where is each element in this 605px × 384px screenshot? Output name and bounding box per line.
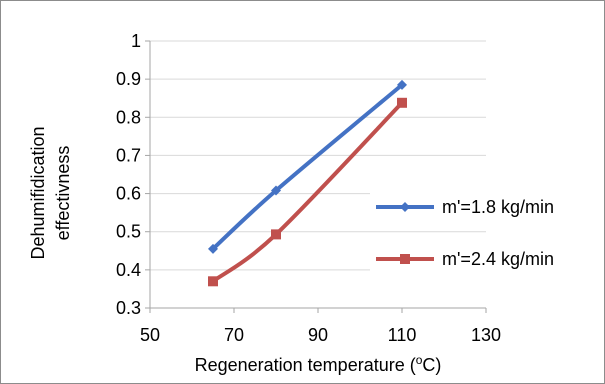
legend-marker-1 <box>400 202 410 212</box>
y-tick-label: 0.7 <box>116 145 141 165</box>
axes <box>145 40 487 313</box>
y-tick-label: 0.5 <box>116 222 141 242</box>
legend-label-1: m'=1.8 kg/min <box>442 197 554 217</box>
x-tick-labels: 50 70 90 110 130 <box>140 325 501 345</box>
data-point-2 <box>208 276 218 287</box>
legend-label-2: m'=2.4 kg/min <box>442 249 554 269</box>
x-tick-label: 90 <box>308 325 328 345</box>
y-tick-labels: 0.3 0.4 0.5 0.6 0.7 0.8 0.9 1 <box>116 31 141 318</box>
data-point-1 <box>208 243 218 254</box>
x-axis-title-main: Regeneration temperature ( <box>195 355 416 375</box>
x-axis-title: Regeneration temperature (oC) <box>195 353 442 375</box>
x-tick-label: 110 <box>388 325 417 345</box>
y-tick-label: 0.6 <box>116 184 141 204</box>
y-tick-label: 0.9 <box>116 69 141 89</box>
x-tick-label: 130 <box>471 325 501 345</box>
series-line-1 <box>211 82 404 251</box>
data-point-1 <box>271 185 281 196</box>
y-tick-label: 0.3 <box>116 298 141 318</box>
x-tick-label: 50 <box>140 325 160 345</box>
y-axis-title-line1: Dehumifidication <box>28 126 48 259</box>
series-line-2 <box>211 100 404 284</box>
y-axis-title-line2: effectivness <box>53 146 73 241</box>
y-tick-label: 1 <box>131 31 141 51</box>
series-group <box>208 79 407 287</box>
legend-marker-2 <box>400 254 410 264</box>
y-tick-label: 0.4 <box>116 260 141 280</box>
x-tick-label: 70 <box>224 325 244 345</box>
data-point-2 <box>271 229 281 240</box>
y-tick-label: 0.8 <box>116 107 141 127</box>
x-axis-title-superscript: o <box>416 353 423 367</box>
legend: m'=1.8 kg/min m'=2.4 kg/min <box>370 190 603 276</box>
data-point-2 <box>397 97 407 108</box>
x-axis-title-suffix: C) <box>422 355 441 375</box>
data-point-1 <box>397 79 407 90</box>
